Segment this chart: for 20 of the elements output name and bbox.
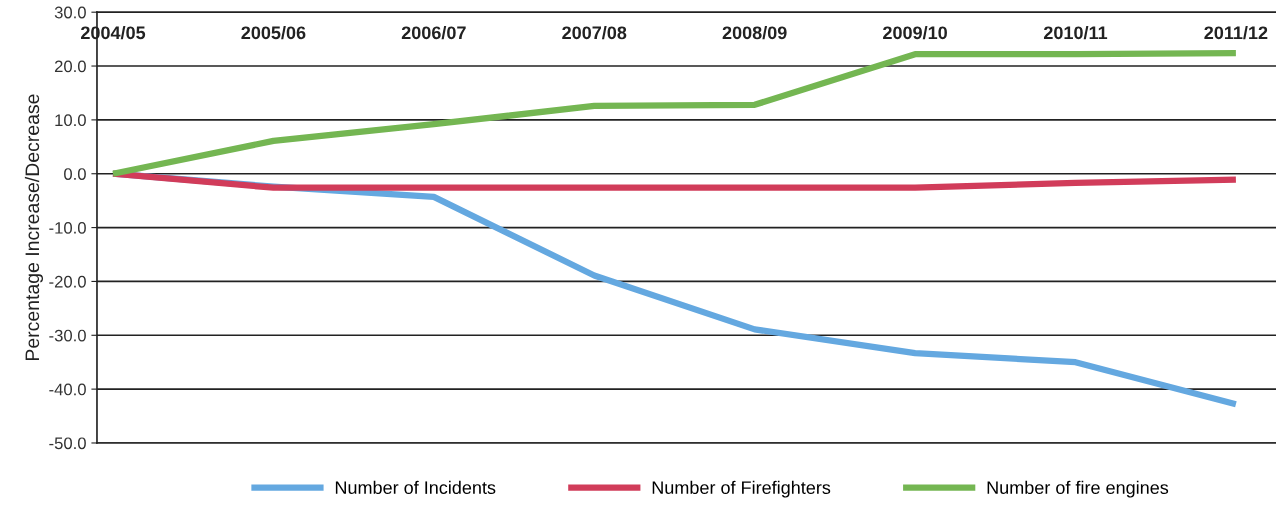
legend-label: Number of fire engines bbox=[987, 480, 1169, 498]
y-axis-title: Percentage Increase/Decrease bbox=[24, 94, 44, 361]
legend-label: Number of Firefighters bbox=[652, 480, 831, 498]
y-tick-label: -30.0 bbox=[49, 329, 86, 342]
x-tick-label: 2005/06 bbox=[241, 25, 306, 40]
legend-label: Number of Incidents bbox=[335, 480, 496, 495]
x-tick-label: 2009/10 bbox=[883, 25, 947, 40]
y-tick-label: -40.0 bbox=[49, 383, 86, 396]
y-tick-label: -50.0 bbox=[49, 437, 86, 450]
y-tick-label: 30.0 bbox=[54, 6, 86, 19]
y-tick-label: 20.0 bbox=[54, 60, 86, 73]
x-tick-label: 2011/12 bbox=[1204, 25, 1268, 40]
x-tick-label: 2006/07 bbox=[401, 25, 466, 40]
y-tick-label: -20.0 bbox=[49, 275, 86, 288]
y-tick-label: -10.0 bbox=[49, 221, 86, 234]
y-tick-label: 10.0 bbox=[55, 114, 86, 127]
x-tick-label: 2008/09 bbox=[722, 25, 787, 40]
x-tick-label: 2010/11 bbox=[1043, 25, 1108, 40]
y-tick-label: 0.0 bbox=[64, 168, 86, 180]
x-tick-label: 2007/08 bbox=[562, 25, 627, 40]
